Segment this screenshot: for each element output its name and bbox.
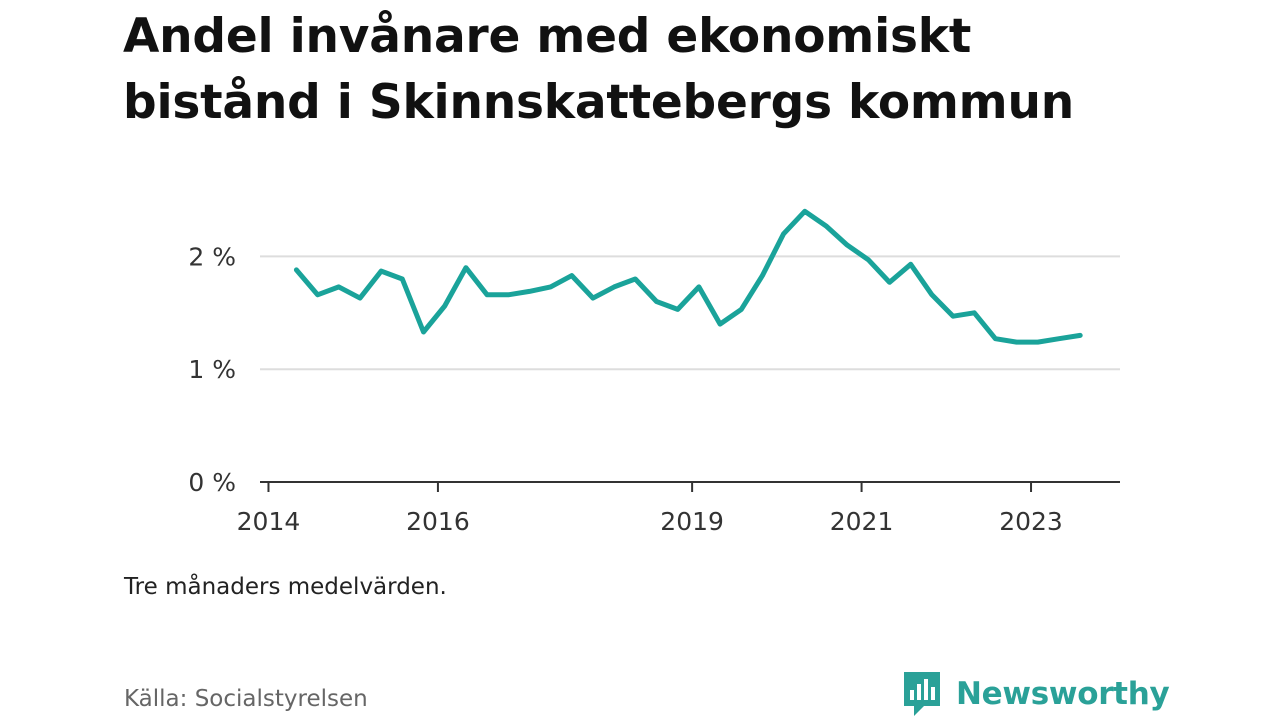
- series-points: [296, 211, 1080, 342]
- y-tick-label: 1 %: [188, 355, 236, 384]
- series-line: [296, 211, 1080, 342]
- x-axis-ticks: 2014 2016 2019 2021 2023: [237, 482, 1063, 536]
- y-tick-label: 2 %: [188, 242, 236, 271]
- chart-note: Tre månaders medelvärden.: [124, 574, 447, 600]
- x-tick-label: 2014: [237, 507, 301, 536]
- x-tick-label: 2021: [830, 507, 894, 536]
- y-axis-ticks: 0 % 1 % 2 %: [188, 242, 236, 497]
- x-tick-label: 2019: [660, 507, 724, 536]
- x-tick-label: 2023: [999, 507, 1063, 536]
- brand-name: Newsworthy: [956, 676, 1169, 712]
- source-text: Källa: Socialstyrelsen: [124, 686, 368, 712]
- y-tick-label: 0 %: [188, 468, 236, 497]
- bar-chart-speech-bubble-icon: [902, 670, 942, 718]
- brand-logo: Newsworthy: [902, 670, 1169, 718]
- x-tick-label: 2016: [406, 507, 470, 536]
